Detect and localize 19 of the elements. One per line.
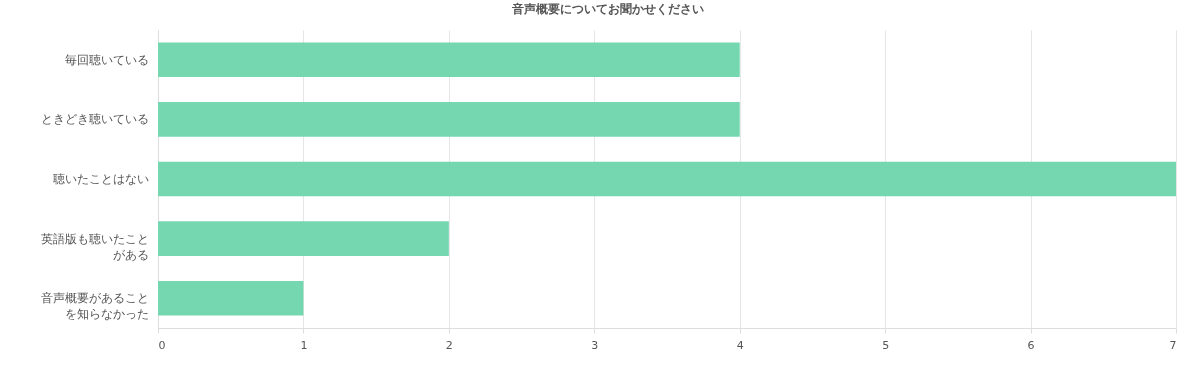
chart-title: 音声概要についてお聞かせください xyxy=(511,2,705,16)
y-tick-label: 音声概要があることを知らなかった xyxy=(40,291,149,322)
x-tick-label: 2 xyxy=(445,338,453,352)
bar xyxy=(158,102,740,137)
bar xyxy=(158,221,449,256)
x-tick-label: 5 xyxy=(882,338,890,352)
x-tick-label: 0 xyxy=(158,338,166,352)
x-tick-label: 1 xyxy=(300,338,308,352)
bar xyxy=(158,280,304,316)
y-tick-label: 英語版も聴いたことがある xyxy=(40,231,149,262)
bar xyxy=(158,42,740,78)
x-tick-label: 3 xyxy=(591,338,599,352)
y-tick-label: 毎回聴いている xyxy=(64,52,149,67)
bar xyxy=(158,161,1176,197)
x-tick-label: 6 xyxy=(1027,338,1035,352)
y-tick-label: ときどき聴いている xyxy=(40,112,149,127)
y-tick-label: 聴いたことはない xyxy=(52,172,149,186)
x-tick-label: 7 xyxy=(1169,338,1177,352)
x-tick-label: 4 xyxy=(736,338,744,352)
